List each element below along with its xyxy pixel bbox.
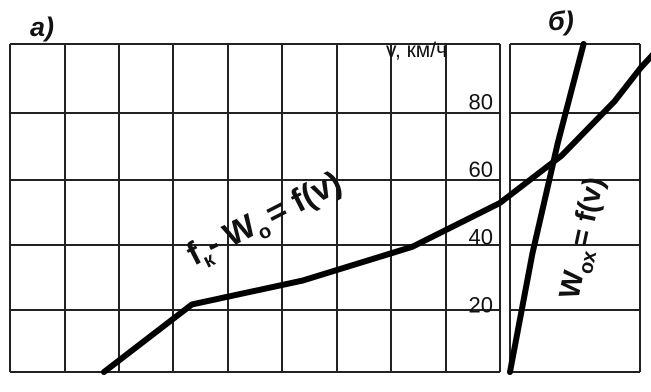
y-tick-label-1: 40 — [469, 225, 493, 250]
grid-panel-a — [9, 43, 501, 373]
curve-label-b: Wох= f(v) — [554, 174, 617, 303]
panel-label-b: б) — [548, 6, 574, 36]
y-tick-label-3: 80 — [469, 89, 493, 114]
panel-label-a: а) — [30, 12, 54, 42]
curve-label-b-end: = f(v) — [565, 174, 611, 249]
curves — [101, 41, 651, 375]
y-tick-label-2: 60 — [469, 157, 493, 182]
y-tick-labels: 20 40 60 80 — [469, 89, 493, 317]
y-tick-label-0: 20 — [469, 292, 493, 317]
curve-label-b-sub1: ох — [575, 249, 601, 276]
curve-b-line — [507, 41, 587, 375]
y-axis-title: v, км/ч — [386, 39, 447, 62]
curve-a-line — [101, 52, 651, 375]
curve-label-a-end: = f(v) — [259, 163, 347, 232]
